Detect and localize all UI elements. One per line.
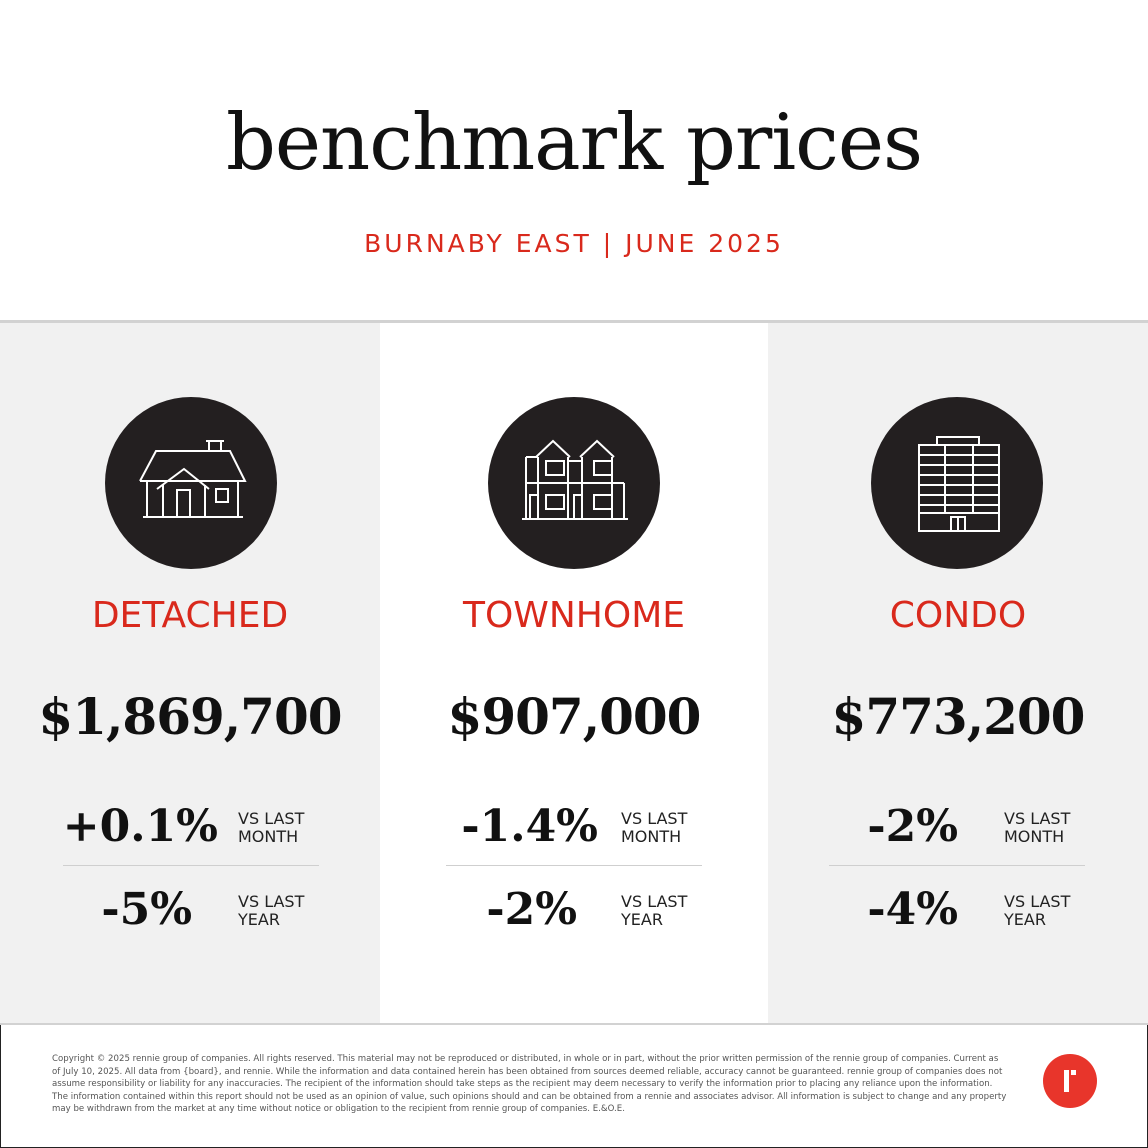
year-change: -4% [867, 884, 958, 935]
month-change: -2% [867, 801, 958, 852]
change-divider [63, 865, 319, 866]
rennie-logo-icon[interactable] [1043, 1054, 1097, 1108]
detached-column: DETACHED $1,869,700 +0.1% VS LAST MONTH … [0, 323, 380, 1023]
page-subtitle: BURNABY EAST | JUNE 2025 [364, 229, 784, 258]
condo-column: CONDO $773,200 -2% VS LAST MONTH -4% VS … [768, 323, 1148, 1023]
header: benchmark prices BURNABY EAST | JUNE 202… [0, 0, 1148, 320]
change-divider [829, 865, 1085, 866]
year-change-label: VS LAST YEAR [238, 892, 305, 929]
property-type-label: CONDO [889, 595, 1027, 636]
month-change-label: VS LAST MONTH [238, 809, 305, 846]
month-change-label: VS LAST MONTH [1004, 809, 1071, 846]
change-divider [446, 865, 702, 866]
month-change: -1.4% [461, 801, 598, 852]
price-columns: DETACHED $1,869,700 +0.1% VS LAST MONTH … [0, 323, 1148, 1023]
property-type-label: TOWNHOME [462, 595, 686, 636]
condo-building-icon [871, 397, 1043, 569]
property-type-label: DETACHED [91, 595, 289, 636]
header-divider [0, 320, 1148, 323]
year-change: -2% [486, 884, 577, 935]
disclaimer-text: Copyright © 2025 rennie group of compani… [52, 1054, 1007, 1114]
page-title: benchmark prices [225, 98, 923, 188]
benchmark-price: $907,000 [447, 687, 702, 746]
townhome-column: TOWNHOME $907,000 -1.4% VS LAST MONTH -2… [380, 323, 768, 1023]
detached-house-icon [105, 397, 277, 569]
month-change-label: VS LAST MONTH [621, 809, 688, 846]
year-change-label: VS LAST YEAR [1004, 892, 1071, 929]
benchmark-price: $773,200 [831, 687, 1086, 746]
month-change: +0.1% [62, 801, 218, 852]
year-change-label: VS LAST YEAR [621, 892, 688, 929]
footer-divider [0, 1023, 1148, 1025]
benchmark-price: $1,869,700 [38, 687, 342, 746]
townhome-icon [488, 397, 660, 569]
year-change: -5% [101, 884, 192, 935]
